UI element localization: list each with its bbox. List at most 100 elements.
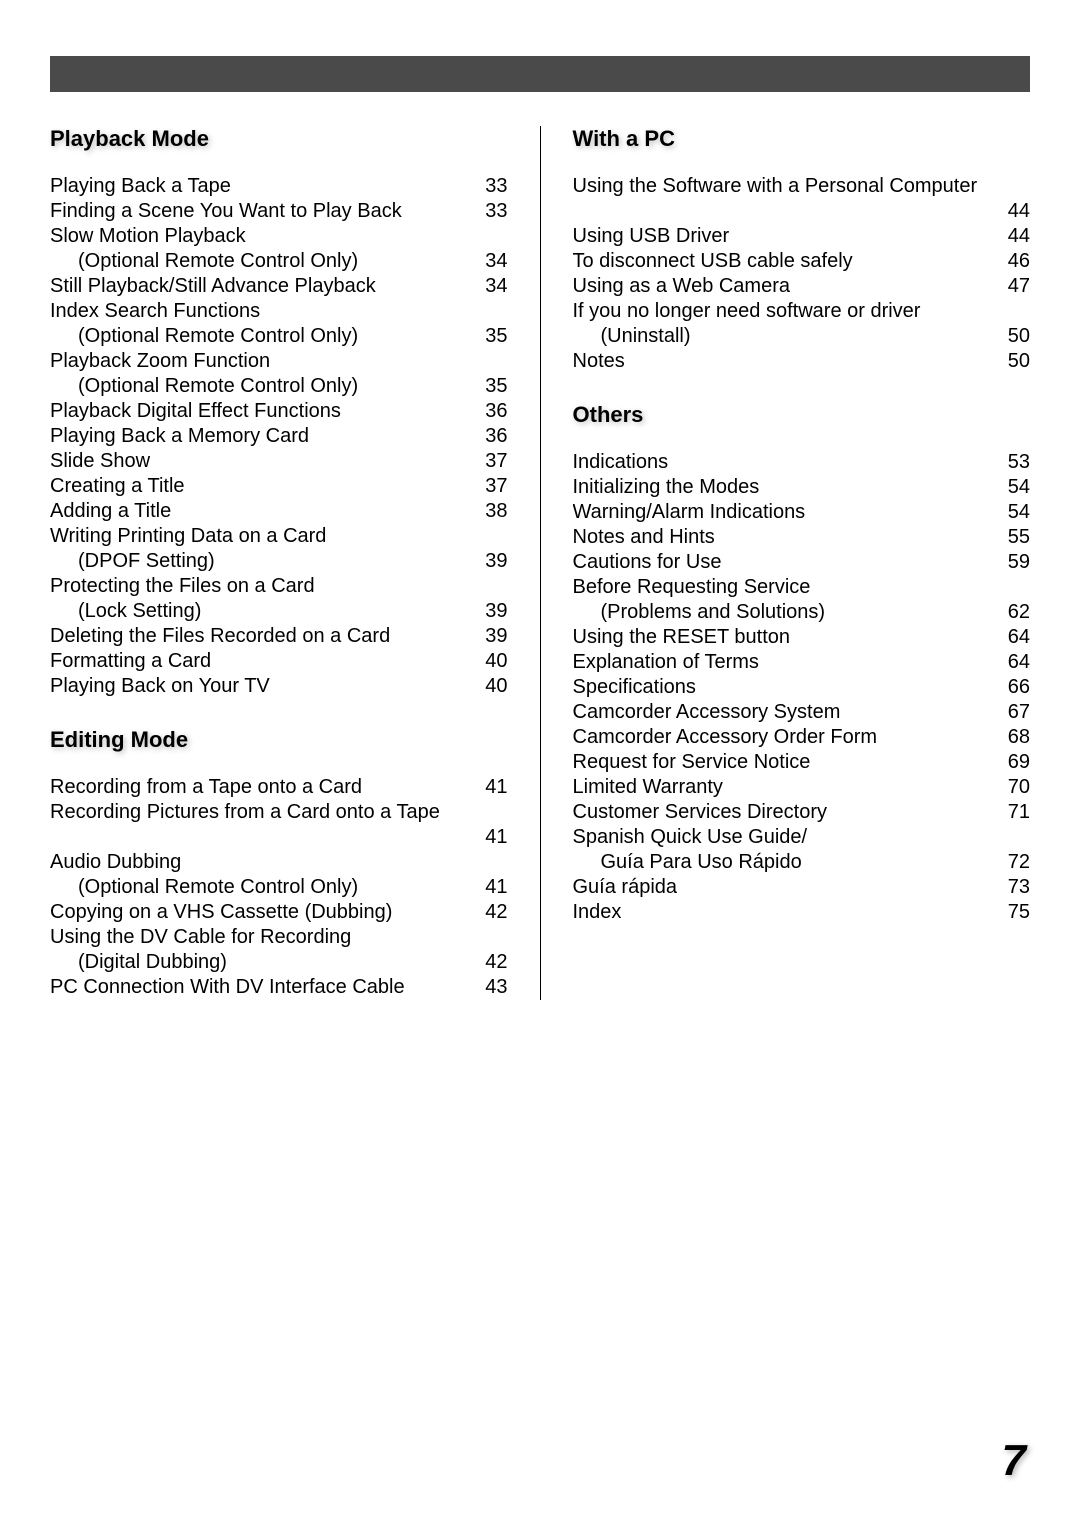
- toc-label: Notes and Hints: [573, 525, 715, 550]
- toc-label: (Optional Remote Control Only): [50, 324, 358, 349]
- toc-label: Camcorder Accessory System: [573, 700, 841, 725]
- toc-row: Audio Dubbing: [50, 850, 508, 875]
- toc-label: Adding a Title: [50, 499, 171, 524]
- toc-row: Cautions for Use 59: [573, 550, 1031, 575]
- toc-label: Spanish Quick Use Guide/: [573, 825, 808, 850]
- toc-page-number: 36: [485, 399, 507, 424]
- toc-page-number: 59: [1008, 550, 1030, 575]
- toc-label: Warning/Alarm Indications: [573, 500, 806, 525]
- toc-page-number: 33: [485, 174, 507, 199]
- toc-page-number: 47: [1008, 274, 1030, 299]
- toc-row: Copying on a VHS Cassette (Dubbing)42: [50, 900, 508, 925]
- toc-label: Playing Back on Your TV: [50, 674, 270, 699]
- toc-page-number: 35: [485, 374, 507, 399]
- toc-label: If you no longer need software or driver: [573, 299, 921, 324]
- toc-row: Customer Services Directory71: [573, 800, 1031, 825]
- toc-label: Using the RESET button: [573, 625, 791, 650]
- toc-row: (Optional Remote Control Only) 41: [50, 875, 508, 900]
- toc-label: Limited Warranty: [573, 775, 723, 800]
- toc-row: Guía Para Uso Rápido 72: [573, 850, 1031, 875]
- toc-page-number: 41: [485, 875, 507, 900]
- toc-page-number: 67: [1008, 700, 1030, 725]
- toc-label: Index: [573, 900, 622, 925]
- toc-row: 41: [50, 825, 508, 850]
- toc-label: Guía rápida: [573, 875, 678, 900]
- toc-label: Audio Dubbing: [50, 850, 181, 875]
- toc-label: To disconnect USB cable safely: [573, 249, 853, 274]
- toc-row: Before Requesting Service: [573, 575, 1031, 600]
- toc-label: Playing Back a Tape: [50, 174, 231, 199]
- toc-row: Playback Zoom Function: [50, 349, 508, 374]
- toc-page-number: 41: [485, 775, 507, 800]
- toc-label: (Lock Setting): [50, 599, 201, 624]
- toc-label: Playback Zoom Function: [50, 349, 270, 374]
- toc-page-number: 39: [485, 599, 507, 624]
- toc-page-number: 70: [1008, 775, 1030, 800]
- toc-label: Request for Service Notice: [573, 750, 811, 775]
- toc-label: Recording from a Tape onto a Card: [50, 775, 362, 800]
- toc-label: Using the DV Cable for Recording: [50, 925, 351, 950]
- toc-page-number: 50: [1008, 349, 1030, 374]
- toc-row: Initializing the Modes54: [573, 475, 1031, 500]
- toc-label: Notes: [573, 349, 625, 374]
- toc-row: (Uninstall) 50: [573, 324, 1031, 349]
- toc-row: To disconnect USB cable safely46: [573, 249, 1031, 274]
- toc-page-number: 64: [1008, 650, 1030, 675]
- toc-row: Playback Digital Effect Functions36: [50, 399, 508, 424]
- toc-page-number: 39: [485, 624, 507, 649]
- toc-row: (Digital Dubbing) 42: [50, 950, 508, 975]
- toc-page-number: 34: [485, 274, 507, 299]
- toc-row: (Optional Remote Control Only) 35: [50, 374, 508, 399]
- toc-label: Writing Printing Data on a Card: [50, 524, 326, 549]
- toc-row: (Optional Remote Control Only) 35: [50, 324, 508, 349]
- toc-row: Guía rápida73: [573, 875, 1031, 900]
- toc-label: (Optional Remote Control Only): [50, 875, 358, 900]
- toc-label: PC Connection With DV Interface Cable: [50, 975, 405, 1000]
- toc-row: Explanation of Terms64: [573, 650, 1031, 675]
- toc-row: Playing Back a Memory Card 36: [50, 424, 508, 449]
- toc-page: Playback ModePlaying Back a Tape33Findin…: [0, 0, 1080, 1532]
- toc-page-number: 42: [485, 950, 507, 975]
- toc-page-number: 36: [485, 424, 507, 449]
- toc-page-number: 37: [485, 474, 507, 499]
- toc-row: Writing Printing Data on a Card: [50, 524, 508, 549]
- toc-row: Playing Back a Tape 33: [50, 174, 508, 199]
- toc-row: PC Connection With DV Interface Cable43: [50, 975, 508, 1000]
- toc-label: Slow Motion Playback: [50, 224, 246, 249]
- toc-row: (DPOF Setting)39: [50, 549, 508, 574]
- toc-page-number: 41: [485, 825, 507, 850]
- toc-row: Finding a Scene You Want to Play Back33: [50, 199, 508, 224]
- toc-label: Guía Para Uso Rápido: [573, 850, 802, 875]
- toc-row: Recording from a Tape onto a Card 41: [50, 775, 508, 800]
- toc-row: Specifications66: [573, 675, 1031, 700]
- toc-row: Index75: [573, 900, 1031, 925]
- toc-right-column: With a PCUsing the Software with a Perso…: [540, 126, 1031, 1000]
- section-heading: Others: [573, 402, 1031, 428]
- toc-label: Indications: [573, 450, 669, 475]
- toc-label: Customer Services Directory: [573, 800, 828, 825]
- toc-label: Specifications: [573, 675, 696, 700]
- toc-row: (Lock Setting) 39: [50, 599, 508, 624]
- toc-row: Request for Service Notice69: [573, 750, 1031, 775]
- toc-row: (Optional Remote Control Only)34: [50, 249, 508, 274]
- toc-page-number: 55: [1008, 525, 1030, 550]
- toc-row: Creating a Title37: [50, 474, 508, 499]
- toc-page-number: 50: [1008, 324, 1030, 349]
- toc-label: (Uninstall): [573, 324, 691, 349]
- toc-page-number: 35: [485, 324, 507, 349]
- toc-row: Still Playback/Still Advance Playback34: [50, 274, 508, 299]
- toc-page-number: 39: [485, 549, 507, 574]
- toc-label: Cautions for Use: [573, 550, 722, 575]
- toc-row: 44: [573, 199, 1031, 224]
- toc-page-number: 72: [1008, 850, 1030, 875]
- toc-label: (Digital Dubbing): [50, 950, 227, 975]
- toc-row: Using as a Web Camera47: [573, 274, 1031, 299]
- toc-row: Indications53: [573, 450, 1031, 475]
- toc-label: Playing Back a Memory Card: [50, 424, 309, 449]
- toc-row: Using USB Driver44: [573, 224, 1031, 249]
- toc-row: Index Search Functions: [50, 299, 508, 324]
- toc-row: Using the RESET button64: [573, 625, 1031, 650]
- toc-row: If you no longer need software or driver: [573, 299, 1031, 324]
- toc-label: (Optional Remote Control Only): [50, 374, 358, 399]
- toc-row: Slow Motion Playback: [50, 224, 508, 249]
